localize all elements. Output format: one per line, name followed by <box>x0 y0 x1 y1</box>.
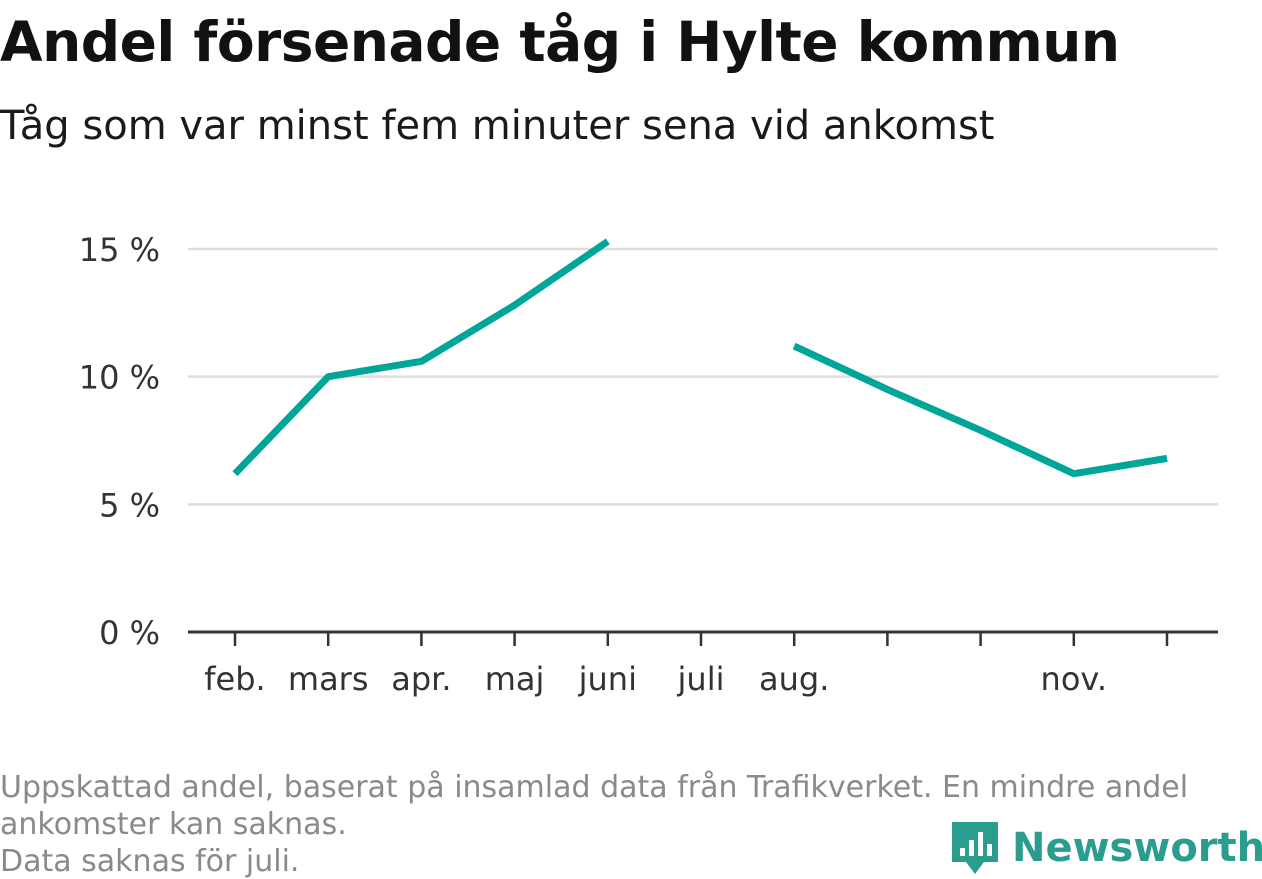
footnote-source-cont: ankomster kan saknas. <box>0 807 347 842</box>
chart-title: Andel försenade tåg i Hylte kommun <box>0 10 1120 74</box>
x-tick-label-9: nov. <box>1041 660 1107 698</box>
series-line-segment-1 <box>232 238 610 477</box>
x-tick-label-1: mars <box>288 660 369 698</box>
x-tick-label-2: apr. <box>391 660 451 698</box>
x-tick-label-0: feb. <box>204 660 265 698</box>
x-tick-label-6: aug. <box>759 660 829 698</box>
series-line-segment-2 <box>792 342 1168 478</box>
x-tick-label-4: juni <box>578 660 637 698</box>
y-tick-label-10: 10 % <box>79 359 160 397</box>
x-tick-label-5: juli <box>677 660 725 698</box>
x-axis: feb. mars apr. maj juni juli aug. nov. <box>188 630 1218 698</box>
footnote-source: Uppskattad andel, baserat på insamlad da… <box>0 770 1189 805</box>
chart-subtitle: Tåg som var minst fem minuter sena vid a… <box>0 103 995 149</box>
series-lines <box>232 238 1168 478</box>
footnote-missing-data: Data saknas för juli. <box>0 844 300 879</box>
y-axis-tick-labels: 0 % 5 % 10 % 15 % <box>79 231 160 652</box>
grid-lines <box>188 247 1218 506</box>
y-tick-label-15: 15 % <box>79 231 160 269</box>
brand-name: Newsworthy <box>1012 825 1262 871</box>
newsworthy-logo: Newsworthy <box>950 818 1262 878</box>
x-tick-label-3: maj <box>485 660 545 698</box>
y-tick-label-0: 0 % <box>99 614 160 652</box>
newsworthy-logo-icon <box>952 822 998 874</box>
y-tick-label-5: 5 % <box>99 486 160 524</box>
